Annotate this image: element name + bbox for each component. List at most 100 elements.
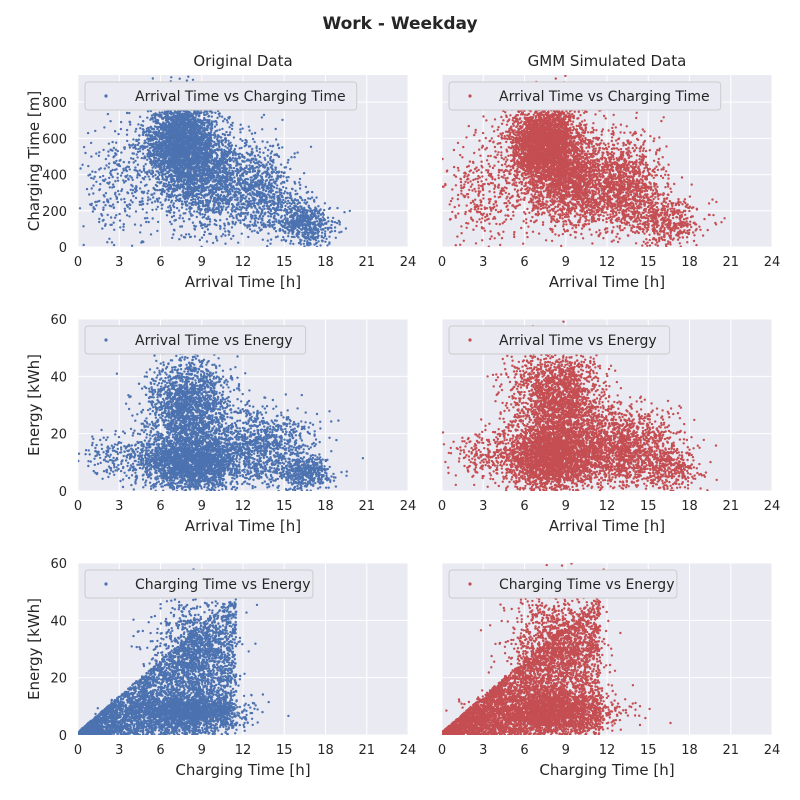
data-point [138, 169, 141, 172]
data-point [219, 225, 222, 229]
data-point [174, 154, 177, 157]
data-point [169, 138, 173, 141]
data-point [178, 132, 182, 135]
data-point [188, 206, 192, 209]
data-point [169, 178, 172, 181]
data-point [178, 122, 181, 125]
data-point [188, 128, 192, 131]
data-point [267, 190, 270, 193]
data-point [248, 129, 251, 132]
data-point [151, 135, 154, 138]
data-point [174, 157, 177, 160]
data-point [173, 229, 176, 232]
data-point [207, 158, 210, 161]
data-point [158, 173, 161, 177]
data-point [168, 132, 172, 136]
data-point [167, 198, 170, 202]
data-point [199, 159, 202, 162]
data-point [162, 149, 165, 152]
data-point [221, 202, 225, 205]
data-point [259, 221, 263, 224]
data-point [137, 123, 140, 126]
data-point [210, 144, 213, 148]
data-point [257, 183, 260, 186]
data-point [207, 132, 210, 135]
data-point [188, 147, 192, 150]
data-point [196, 143, 199, 146]
data-point [191, 160, 194, 164]
data-point [263, 183, 267, 186]
data-point [282, 175, 285, 178]
data-point [239, 163, 243, 166]
data-point [202, 122, 206, 126]
data-point [218, 183, 221, 186]
data-point [192, 198, 195, 201]
data-point [200, 194, 203, 197]
data-point [204, 113, 207, 116]
data-point [202, 134, 205, 137]
data-point [196, 128, 199, 131]
data-point [193, 228, 197, 231]
data-point [237, 201, 240, 204]
data-point [190, 140, 194, 143]
data-point [223, 187, 226, 191]
data-point [207, 175, 210, 178]
data-point [250, 230, 254, 233]
data-point [211, 241, 215, 245]
data-point [302, 172, 306, 175]
data-point [220, 177, 224, 180]
data-point [232, 160, 235, 163]
data-point [270, 170, 273, 174]
data-point [169, 195, 173, 199]
data-point [256, 173, 260, 177]
data-point [222, 158, 225, 161]
data-point [185, 151, 188, 155]
data-point [157, 131, 160, 135]
data-point [170, 147, 174, 150]
data-point [175, 134, 178, 137]
data-point [206, 112, 209, 115]
data-point [245, 139, 248, 143]
data-point [142, 167, 146, 170]
data-point [195, 122, 198, 125]
data-point [189, 168, 192, 171]
data-point [204, 211, 207, 214]
data-point [227, 202, 230, 205]
data-point [155, 141, 158, 144]
data-point [239, 138, 242, 141]
data-point [211, 140, 214, 143]
data-point [248, 168, 252, 171]
data-point [196, 166, 199, 169]
data-point [163, 167, 166, 170]
data-point [215, 194, 218, 197]
data-point [197, 169, 200, 172]
data-point [214, 178, 218, 181]
data-point [224, 197, 227, 200]
data-point [277, 213, 280, 217]
data-point [159, 141, 163, 144]
data-point [234, 190, 237, 193]
data-point [164, 185, 167, 188]
data-point [273, 220, 276, 223]
data-point [194, 147, 197, 150]
data-point [169, 206, 172, 210]
data-point [208, 135, 211, 138]
data-point [210, 156, 214, 159]
data-point [171, 134, 174, 137]
data-point [309, 145, 313, 148]
data-point [261, 172, 264, 175]
data-point [195, 163, 198, 167]
data-point [216, 207, 220, 211]
data-point [156, 177, 159, 180]
data-point [154, 136, 157, 140]
data-point [249, 181, 253, 184]
data-point [258, 187, 261, 191]
data-point [253, 188, 256, 191]
data-point [181, 143, 184, 147]
data-point [173, 182, 176, 185]
data-point [188, 134, 191, 137]
data-point [261, 238, 264, 241]
data-point [142, 128, 145, 132]
data-point [246, 226, 249, 229]
data-point [171, 131, 175, 134]
